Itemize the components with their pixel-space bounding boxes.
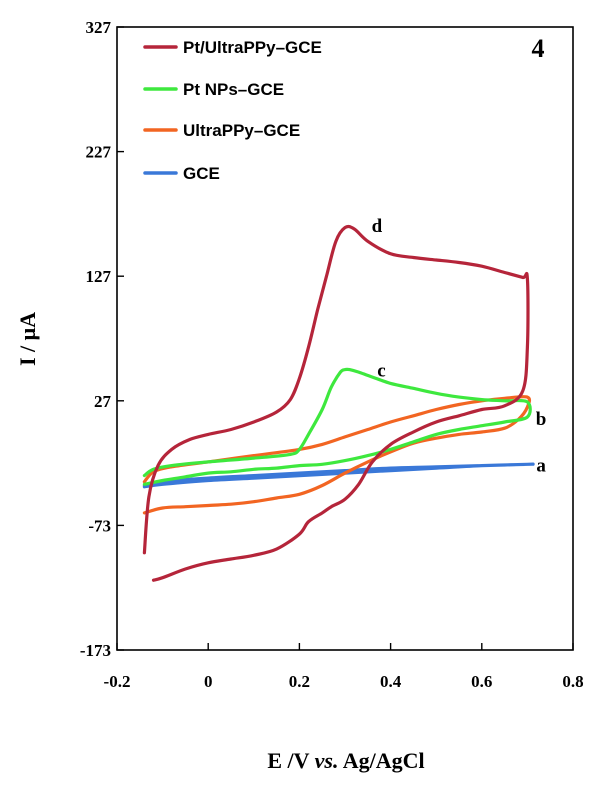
y-tick-label: 327 bbox=[86, 18, 112, 37]
y-tick-label: -173 bbox=[80, 641, 111, 660]
curve-label-a: a bbox=[536, 455, 546, 476]
legend-label: UltraPPy–GCE bbox=[183, 121, 300, 140]
series-line-d bbox=[142, 224, 530, 582]
curve-label-d: d bbox=[372, 216, 383, 237]
x-tick-label: 0.4 bbox=[380, 672, 402, 691]
plot-area bbox=[116, 26, 574, 651]
panel-label: 4 bbox=[532, 34, 545, 63]
x-tick-label: 0.2 bbox=[289, 672, 310, 691]
x-axis-title-part-2: vs. bbox=[315, 748, 339, 773]
y-tick-label: 127 bbox=[86, 267, 112, 286]
curve-labels: d c b a bbox=[372, 216, 547, 476]
x-tick-label: 0 bbox=[204, 672, 213, 691]
y-tick-label: 27 bbox=[94, 392, 112, 411]
x-axis-title-part-1: E /V bbox=[267, 748, 314, 773]
x-tick-label: 0.6 bbox=[471, 672, 492, 691]
y-tick-label: 227 bbox=[86, 143, 112, 162]
legend-label: GCE bbox=[183, 164, 220, 183]
series-line-c bbox=[142, 367, 532, 486]
x-tick-label: -0.2 bbox=[104, 672, 131, 691]
x-axis-title-part-3: Ag/AgCl bbox=[338, 748, 424, 773]
x-tick-label: 0.8 bbox=[562, 672, 583, 691]
x-tick-labels: -0.2 0 0.2 0.4 0.6 0.8 bbox=[104, 672, 584, 691]
curve-label-c: c bbox=[377, 361, 385, 382]
legend: Pt/UltraPPy–GCE Pt NPs–GCE UltraPPy–GCE GCE bbox=[143, 38, 322, 183]
y-axis-title: I / μA bbox=[15, 312, 40, 366]
legend-label: Pt NPs–GCE bbox=[183, 80, 284, 99]
ticks bbox=[116, 26, 574, 651]
y-tick-labels: -173 -73 27 127 227 327 bbox=[80, 18, 112, 660]
series-line-a bbox=[142, 462, 535, 489]
x-axis-title: E /V vs. Ag/AgCl bbox=[267, 748, 424, 773]
plot-frame bbox=[116, 26, 574, 651]
curve-label-b: b bbox=[536, 409, 547, 430]
legend-label: Pt/UltraPPy–GCE bbox=[183, 38, 322, 57]
y-tick-label: -73 bbox=[88, 516, 111, 535]
curves bbox=[142, 224, 535, 582]
